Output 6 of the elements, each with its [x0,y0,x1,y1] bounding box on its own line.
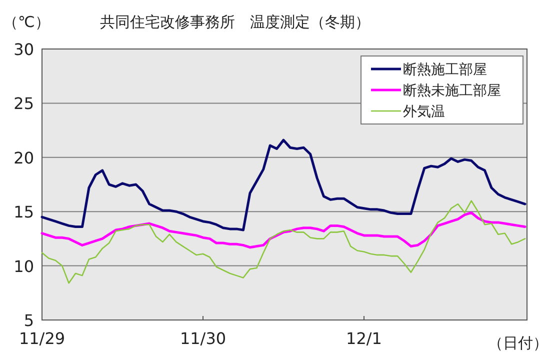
legend-label: 外気温 [403,104,445,120]
ylabel: （℃） [3,13,50,31]
legend-label: 断熱未施工部屋 [403,83,501,99]
xlabel: （日付） [488,334,548,352]
title: 共同住宅改修事務所 温度測定（冬期） [100,13,370,31]
legend-label: 断熱施工部屋 [403,62,487,78]
